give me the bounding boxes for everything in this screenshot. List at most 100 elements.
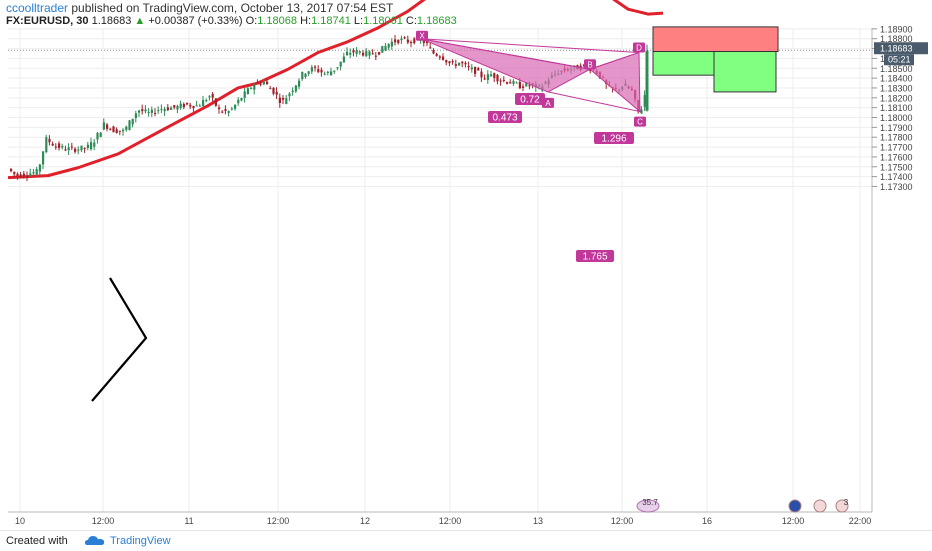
candle-down [186, 102, 189, 105]
price-tick-label: 1.17400 [880, 172, 913, 182]
candle-up [490, 74, 493, 77]
high-label: H: [300, 15, 312, 27]
candle-up [163, 109, 166, 112]
candle-down [480, 71, 483, 78]
tradingview-brand[interactable]: TradingView [110, 535, 171, 547]
candle-up [160, 108, 163, 110]
pattern-point-label: D [636, 44, 642, 53]
candle-down [48, 138, 51, 143]
candle-down [224, 109, 227, 111]
candle-down [362, 52, 365, 56]
candle-down [109, 128, 112, 130]
symbol-label[interactable]: FX:EURUSD, 30 [6, 15, 89, 27]
candle-up [285, 98, 288, 105]
price-axis[interactable]: 1.189001.188001.187001.186001.185001.184… [871, 24, 928, 512]
event-marker-badge [636, 499, 660, 513]
candle-up [310, 67, 313, 72]
price-tick-label: 1.18300 [880, 83, 913, 93]
candle-up [234, 104, 237, 109]
candle-down [54, 146, 57, 148]
pattern-point-label: A [545, 99, 551, 108]
candle-up [250, 87, 253, 89]
candle-up [122, 129, 125, 132]
event-markers[interactable]: 35.7 3 [636, 498, 849, 513]
candle-up [125, 126, 128, 130]
open-value: 1.18068 [257, 15, 298, 27]
ohlc-line: FX:EURUSD, 30 1.18683 ▲ +0.00387 (+0.33%… [6, 15, 457, 27]
candle-down [314, 66, 317, 68]
candle-down [106, 124, 109, 129]
time-axis[interactable]: 10 12:00 11 12:00 12 12:00 13 12:00 16 12:00 22:00 [8, 511, 872, 526]
tradingview-cloud-icon[interactable] [84, 534, 106, 548]
candle-up [240, 98, 243, 101]
candle-up [144, 109, 147, 112]
candle-up [96, 132, 99, 140]
candle-up [645, 50, 649, 111]
candle-up [90, 142, 93, 150]
candle-up [381, 45, 384, 53]
candle-down [464, 62, 467, 65]
price-tick-label: 1.17700 [880, 143, 913, 153]
candle-down [374, 55, 377, 57]
candle-down [115, 129, 118, 134]
moving-average-line [7, 0, 664, 180]
countdown-label: 05:21 [888, 55, 911, 65]
price-tick-label: 1.18800 [880, 34, 913, 44]
price-tick-label: 1.18200 [880, 93, 913, 103]
candle-down [58, 143, 61, 149]
pattern-point-badge [584, 59, 596, 70]
flag-wedge-line [91, 277, 148, 402]
candle-down [499, 80, 502, 82]
candle-down [432, 50, 435, 54]
candle-up [93, 142, 96, 147]
pattern-point-badge [633, 42, 645, 53]
candle-up [323, 73, 326, 75]
candle-down [64, 149, 67, 151]
candle-down [493, 73, 496, 78]
candle-down [371, 53, 374, 55]
candle-down [394, 39, 397, 43]
target-zone-1 [652, 51, 715, 76]
price-change: +0.00387 (+0.33%) [148, 15, 243, 27]
time-tick-label: 12:00 [611, 516, 634, 526]
candle-down [528, 85, 531, 87]
pattern-ratio-badge [488, 111, 522, 123]
candle-up [150, 109, 153, 113]
candle-up [253, 84, 256, 90]
price-tick-label: 1.18000 [880, 113, 913, 123]
price-tick-label: 1.17600 [880, 152, 913, 162]
candle-down [438, 56, 441, 58]
stop-loss-zone [652, 26, 779, 53]
candle-up [32, 172, 35, 174]
candle-down [214, 98, 217, 106]
candle-down [320, 69, 323, 73]
time-tick-label: 12:00 [439, 516, 462, 526]
candle-up [355, 49, 358, 54]
candle-up [384, 45, 387, 51]
candle-up [179, 103, 182, 108]
candle-up [176, 105, 179, 110]
candle-up [99, 132, 102, 138]
candle-up [35, 169, 38, 175]
publisher-name[interactable]: ccoolltrader [6, 1, 69, 15]
candle-down [218, 107, 221, 110]
created-with-text: Created with [6, 535, 68, 547]
pattern-ratio-label: 0.72 [520, 95, 540, 106]
candle-down [211, 93, 214, 98]
candle-up [339, 61, 342, 67]
candle-up [202, 100, 205, 107]
candle-down [74, 148, 77, 152]
economic-event-flag-icon [813, 499, 827, 513]
candle-up [515, 82, 518, 84]
candle-down [467, 66, 470, 68]
candle-up [195, 105, 198, 107]
candle-up [246, 88, 249, 95]
candle-down [192, 106, 195, 109]
candle-down [278, 97, 281, 103]
candle-up [38, 164, 41, 172]
candle-down [477, 68, 480, 71]
candle-down [442, 56, 445, 60]
pattern-ratio-label: 0.473 [492, 113, 517, 124]
candle-up [67, 147, 70, 151]
